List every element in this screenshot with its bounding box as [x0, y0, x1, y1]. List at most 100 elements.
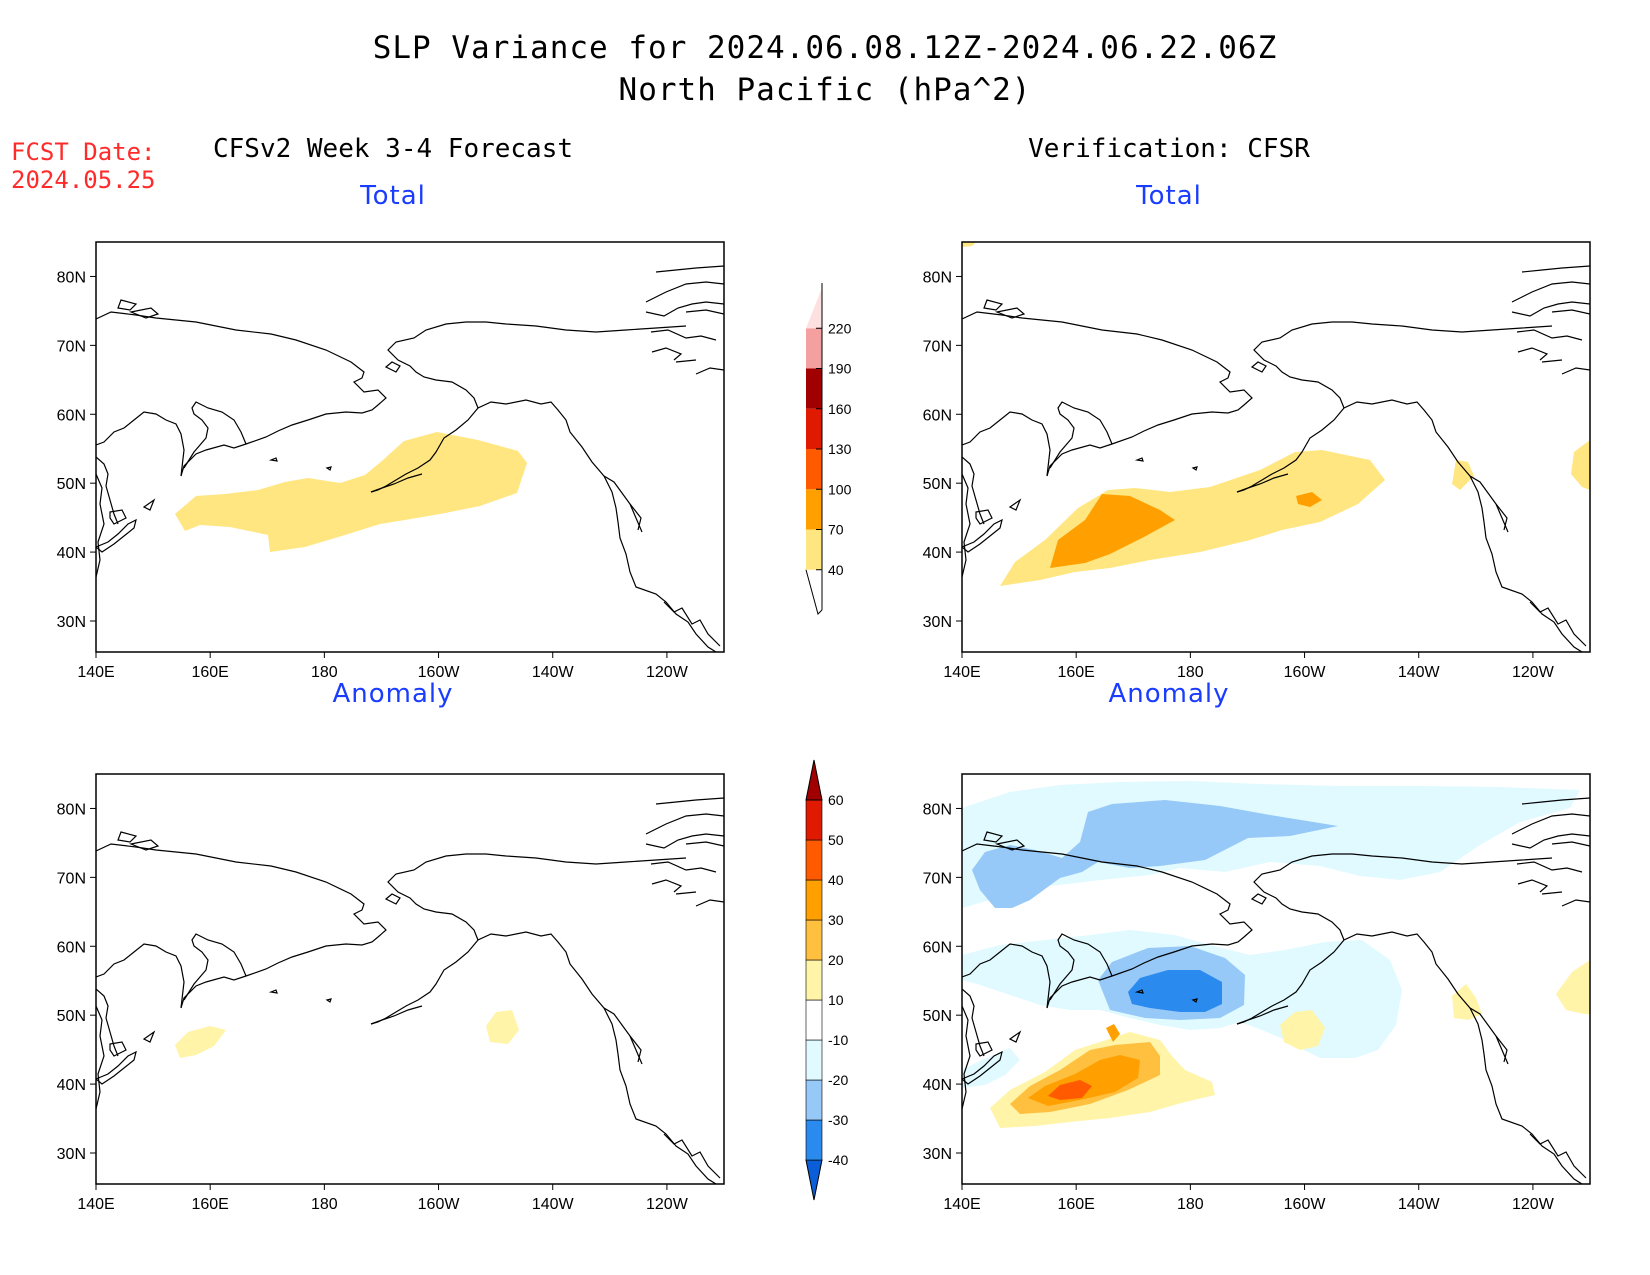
lon-tick-label: 160W [418, 664, 461, 681]
panel-title-fcst-anomaly: Anomaly [332, 679, 454, 709]
lon-tick-label: 120W [646, 1196, 689, 1213]
lon-tick-label: 160W [1284, 664, 1327, 681]
colorbar-anomaly-cell [805, 999, 823, 1041]
lat-tick-label: 60N [923, 407, 952, 424]
lon-tick-label: 180 [1177, 1196, 1204, 1213]
colorbar-total-label: 100 [828, 481, 852, 497]
colorbar-anomaly: -40 -30 -20 -10 10 20 30 40 50 60 [805, 759, 848, 1201]
axis-labels: 140E 160E 180 160W 140W 120W 30N 40N 50N 60N 70N 80… [57, 269, 1555, 1213]
lat-tick-label: 50N [57, 476, 86, 493]
colorbar-total-label: 190 [828, 361, 852, 377]
forecast-column-title: CFSv2 Week 3-4 Forecast [212, 134, 574, 164]
colorbar-anomaly-label: 60 [828, 792, 844, 808]
panel-title-fcst-total: Total [360, 181, 426, 211]
lon-tick-label: 180 [311, 664, 338, 681]
lat-tick-label: 70N [57, 338, 86, 355]
lat-tick-label: 30N [923, 614, 952, 631]
lat-tick-label: 60N [57, 939, 86, 956]
lon-tick-label: 160E [1057, 664, 1094, 681]
colorbar-anomaly-cell [805, 919, 823, 961]
main-title: SLP Variance for 2024.06.08.12Z-2024.06.… [372, 30, 1278, 66]
verif-total-contour-70 [1050, 494, 1175, 568]
colorbar-anomaly-cell [805, 1079, 823, 1121]
lat-tick-label: 80N [57, 801, 86, 818]
lat-tick-label: 40N [923, 545, 952, 562]
main-subtitle: North Pacific (hPa^2) [618, 72, 1032, 108]
colorbar-anomaly-cell [805, 879, 823, 921]
colorbar-total-label: 70 [828, 522, 844, 538]
verif-total-contour-40-east [1571, 440, 1590, 490]
lon-tick-label: 140E [943, 664, 980, 681]
lon-tick-label: 140W [532, 664, 575, 681]
lat-tick-label: 60N [923, 939, 952, 956]
lon-tick-label: 120W [1512, 664, 1555, 681]
lat-tick-label: 30N [57, 1146, 86, 1163]
forecast-date-value: 2024.05.25 [11, 166, 156, 194]
lat-tick-label: 40N [57, 545, 86, 562]
colorbar-total-label: 220 [828, 320, 852, 336]
verif-total-contour-70-small [1296, 492, 1322, 507]
lat-tick-label: 50N [923, 476, 952, 493]
panel-verif-total [961, 241, 1591, 653]
colorbar-total-cell [806, 408, 822, 449]
colorbar-total-label: 130 [828, 441, 852, 457]
colorbar-anomaly-cell [805, 839, 823, 881]
lon-tick-label: 140W [532, 1196, 575, 1213]
colorbar-total-cell [806, 489, 822, 530]
verif-total-contour-40-corner [962, 242, 976, 247]
colorbar-anomaly-label: -30 [828, 1112, 848, 1128]
panel-title-verif-anomaly: Anomaly [1108, 679, 1230, 709]
lon-tick-label: 180 [1177, 664, 1204, 681]
colorbar-anomaly-cell [805, 759, 823, 801]
lon-tick-label: 140W [1398, 664, 1441, 681]
lon-tick-label: 180 [311, 1196, 338, 1213]
lon-tick-label: 120W [646, 664, 689, 681]
lat-tick-label: 50N [57, 1008, 86, 1025]
panel-verif-anomaly [961, 773, 1591, 1185]
colorbar-anomaly-cell [805, 1159, 823, 1201]
fcst-anomaly-contour-10-east [486, 1010, 519, 1044]
colorbar-anomaly-label: -20 [828, 1072, 848, 1088]
lon-tick-label: 140E [77, 664, 114, 681]
panel-fcst-total [95, 241, 725, 653]
panel-fcst-anomaly [95, 773, 725, 1185]
panel-title-verif-total: Total [1136, 181, 1202, 211]
lat-tick-label: 30N [57, 614, 86, 631]
lat-tick-label: 70N [923, 338, 952, 355]
lat-tick-label: 50N [923, 1008, 952, 1025]
verif-anomaly-contour-pos40 [1048, 1080, 1092, 1100]
lat-tick-label: 80N [57, 269, 86, 286]
colorbar-anomaly-label: 30 [828, 912, 844, 928]
lon-tick-label: 160E [191, 664, 228, 681]
colorbar-anomaly-cell [805, 1039, 823, 1081]
lat-tick-label: 70N [923, 870, 952, 887]
lon-tick-label: 160W [418, 1196, 461, 1213]
colorbar-anomaly-label: 20 [828, 952, 844, 968]
lon-tick-label: 140E [77, 1196, 114, 1213]
colorbar-anomaly-cell [805, 1119, 823, 1161]
lon-tick-label: 140W [1398, 1196, 1441, 1213]
colorbar-anomaly-label: 50 [828, 832, 844, 848]
colorbar-total-cell [806, 368, 822, 409]
verification-column-title: Verification: CFSR [1028, 134, 1310, 164]
verif-anomaly-contour-pos10-east [1556, 960, 1590, 1014]
lat-tick-label: 70N [57, 870, 86, 887]
lon-tick-label: 160W [1284, 1196, 1327, 1213]
lat-tick-label: 30N [923, 1146, 952, 1163]
forecast-date-label: FCST Date: [11, 138, 156, 166]
verif-anomaly-contour-pos10-mid [1280, 1010, 1325, 1050]
lon-tick-label: 160E [191, 1196, 228, 1213]
lat-tick-label: 40N [57, 1077, 86, 1094]
lat-tick-label: 40N [923, 1077, 952, 1094]
colorbar-anomaly-label: -10 [828, 1032, 848, 1048]
lon-tick-label: 140E [943, 1196, 980, 1213]
verif-anomaly-contour-neg20-arctic [972, 800, 1338, 908]
lat-tick-label: 80N [923, 269, 952, 286]
colorbar-anomaly-label: -40 [828, 1152, 848, 1168]
forecast-date: FCST Date: 2024.05.25 [11, 138, 156, 194]
colorbar-total-cell [806, 449, 822, 490]
colorbar-anomaly-cell [805, 959, 823, 1001]
colorbar-total-cell [806, 288, 822, 329]
colorbar-anomaly-cell [805, 799, 823, 841]
